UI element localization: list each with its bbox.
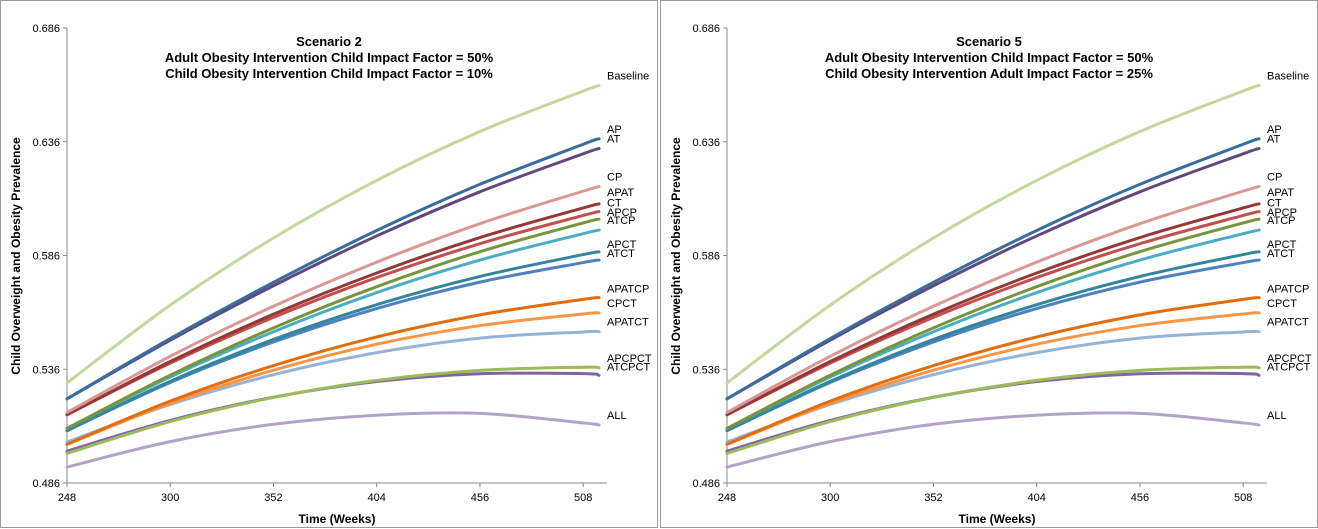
series-line-cpct xyxy=(725,311,1261,446)
series-label-all: ALL xyxy=(607,410,627,422)
x-tick-label: 248 xyxy=(718,492,736,504)
series-label-apcpct: APCPCT xyxy=(607,353,652,365)
series-line-cp xyxy=(65,185,601,414)
series-line-apct xyxy=(65,250,601,433)
series-line-baseline xyxy=(725,84,1261,385)
y-tick-label: 0.636 xyxy=(32,137,60,149)
chart-title: Scenario 5 xyxy=(956,34,1022,49)
series-label-apct: APCT xyxy=(1267,239,1297,251)
series-line-apcpct xyxy=(65,365,601,455)
series-line-atcp xyxy=(65,228,601,430)
x-tick-label: 508 xyxy=(574,492,592,504)
y-tick-label: 0.586 xyxy=(692,251,720,263)
series-label-ap: AP xyxy=(607,124,622,136)
series-line-atct xyxy=(725,258,1261,433)
x-tick-label: 456 xyxy=(1131,492,1149,504)
series-label-apatcp: APATCP xyxy=(1267,284,1309,296)
x-axis-label: Time (Weeks) xyxy=(958,512,1036,526)
series-label-atct: ATCT xyxy=(607,248,635,260)
chart-panel-scenario-5: Scenario 5 Adult Obesity Intervention Ch… xyxy=(660,0,1318,528)
chart-subtitle-line-2: Child Obesity Intervention Adult Impact … xyxy=(825,66,1153,81)
x-tick-label: 456 xyxy=(471,492,489,504)
series-line-apat xyxy=(725,202,1261,417)
series-label-apatct: APATCT xyxy=(607,317,649,329)
x-tick-label: 300 xyxy=(161,492,179,504)
line-chart-plot: 0.486 0.536 0.586 0.636 0.686 248 300 352 404 456… xyxy=(32,23,652,504)
series-line-cp xyxy=(725,185,1261,414)
series-label-atct: ATCT xyxy=(1267,248,1295,260)
series-label-ct: CT xyxy=(1267,198,1282,210)
series-label-apat: APAT xyxy=(607,187,634,199)
series-label-atcp: ATCP xyxy=(1267,215,1296,227)
chart-subtitle-line-1: Adult Obesity Intervention Child Impact … xyxy=(824,50,1154,65)
x-tick-label: 508 xyxy=(1234,492,1252,504)
series-line-all xyxy=(725,411,1261,469)
series-label-atcpct: ATCPCT xyxy=(1267,361,1310,373)
series-line-ct xyxy=(725,210,1261,417)
y-tick-label: 0.536 xyxy=(32,364,60,376)
chart-subtitle-line-1: Adult Obesity Intervention Child Impact … xyxy=(164,50,494,65)
chart-title: Scenario 2 xyxy=(296,34,362,49)
series-line-ap xyxy=(725,137,1261,401)
x-tick-label: 300 xyxy=(821,492,839,504)
series-label-cpct: CPCT xyxy=(1267,298,1297,310)
series-line-cpct xyxy=(65,311,601,446)
series-line-apcpct xyxy=(725,365,1261,455)
series-line-baseline xyxy=(65,84,601,385)
series-line-apat xyxy=(65,202,601,417)
series-label-apat: APAT xyxy=(1267,187,1294,199)
x-tick-label: 404 xyxy=(368,492,386,504)
y-tick-label: 0.486 xyxy=(32,478,60,490)
series-label-apct: APCT xyxy=(607,239,637,251)
y-tick-label: 0.586 xyxy=(32,251,60,263)
series-line-ct xyxy=(65,210,601,417)
y-tick-label: 0.686 xyxy=(32,23,60,35)
chart-subtitle-line-2: Child Obesity Intervention Child Impact … xyxy=(165,66,493,81)
y-tick-label: 0.636 xyxy=(692,137,720,149)
series-line-apct xyxy=(725,250,1261,433)
series-label-atcpct: ATCPCT xyxy=(607,361,650,373)
y-tick-label: 0.536 xyxy=(692,364,720,376)
y-tick-label: 0.686 xyxy=(692,23,720,35)
series-label-apcp: APCP xyxy=(1267,207,1297,219)
series-line-apatcp xyxy=(65,296,601,446)
chart-panel-scenario-2: Scenario 2 Adult Obesity Intervention Ch… xyxy=(0,0,658,528)
series-line-atct xyxy=(65,258,601,433)
series-label-cp: CP xyxy=(1267,172,1282,184)
series-label-apatct: APATCT xyxy=(1267,317,1309,329)
series-label-apcp: APCP xyxy=(607,207,637,219)
y-tick-label: 0.486 xyxy=(692,478,720,490)
series-label-baseline: Baseline xyxy=(1267,71,1309,83)
x-tick-label: 352 xyxy=(264,492,282,504)
series-label-ct: CT xyxy=(607,198,622,210)
series-line-all xyxy=(65,411,601,469)
series-label-cpct: CPCT xyxy=(607,298,637,310)
x-tick-label: 248 xyxy=(58,492,76,504)
series-line-apcp xyxy=(65,217,601,430)
series-line-apcp xyxy=(725,217,1261,430)
series-label-all: ALL xyxy=(1267,410,1287,422)
series-line-ap xyxy=(65,137,601,401)
series-line-apatcp xyxy=(725,296,1261,446)
x-axis-label: Time (Weeks) xyxy=(298,512,376,526)
series-label-cp: CP xyxy=(607,172,622,184)
series-label-baseline: Baseline xyxy=(607,71,649,83)
series-label-apcpct: APCPCT xyxy=(1267,353,1312,365)
series-label-apatcp: APATCP xyxy=(607,284,649,296)
x-tick-label: 404 xyxy=(1028,492,1046,504)
series-label-atcp: ATCP xyxy=(607,215,636,227)
line-chart-plot: 0.486 0.536 0.586 0.636 0.686 248 300 352 404 456… xyxy=(692,23,1312,504)
series-label-at: AT xyxy=(1267,134,1281,146)
series-label-ap: AP xyxy=(1267,124,1282,136)
series-line-atcp xyxy=(725,228,1261,430)
series-label-at: AT xyxy=(607,134,621,146)
x-tick-label: 352 xyxy=(924,492,942,504)
